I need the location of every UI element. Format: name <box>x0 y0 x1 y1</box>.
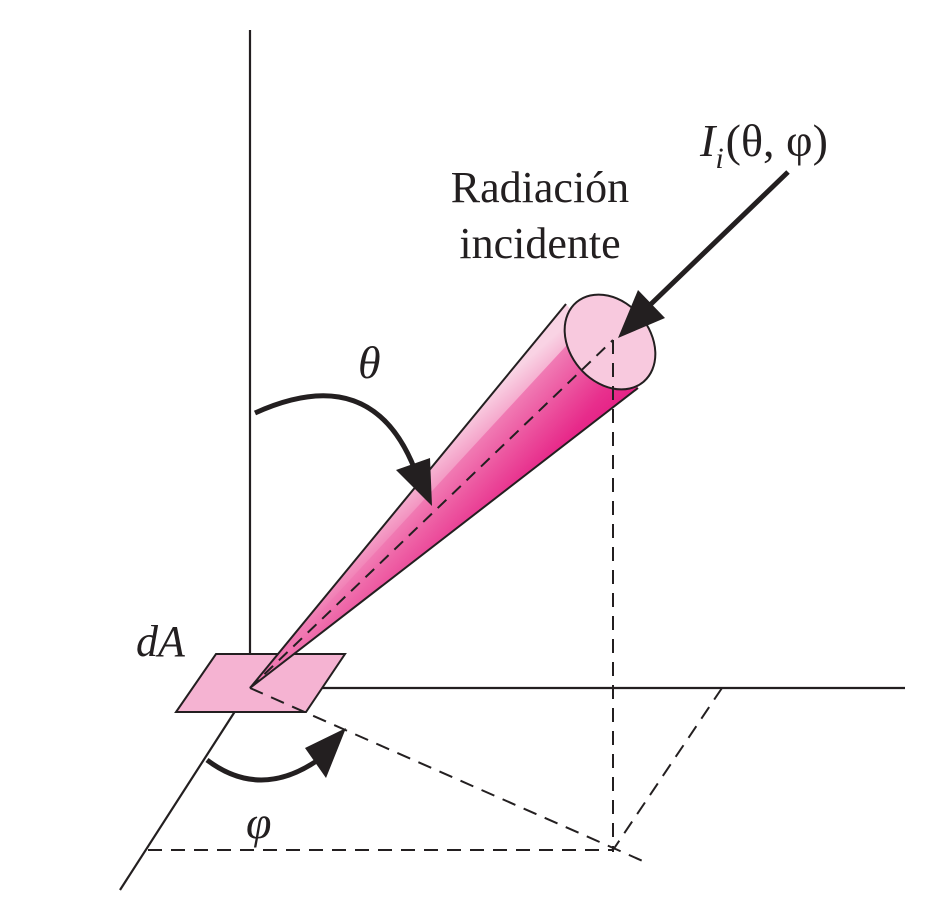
parallel-dashed-right <box>612 687 723 851</box>
theta-arc <box>253 393 418 471</box>
radiation-cone-shade <box>250 320 638 688</box>
phi-label: φ <box>246 797 272 848</box>
phi-arrow-head <box>305 728 346 778</box>
radiation-label: Radiación incidente <box>430 160 650 272</box>
intensity-subscript: i <box>715 142 724 175</box>
radiation-label-line2: incidente <box>459 219 621 268</box>
area-element-patch <box>174 653 347 713</box>
intensity-arrow-head <box>618 290 665 338</box>
cone-center-dashed <box>249 339 614 689</box>
diagonal-axis <box>119 687 251 891</box>
phi-arc <box>205 757 320 783</box>
intensity-symbol: I <box>700 115 716 166</box>
intensity-arrow-shaft <box>648 170 790 307</box>
cone-edge-top <box>249 303 567 689</box>
intensity-label: Ii(θ, φ) <box>700 115 828 174</box>
intensity-arguments: (θ, φ) <box>725 115 828 166</box>
cone-edge-bottom <box>249 387 639 689</box>
theta-label: θ <box>358 337 381 388</box>
horizontal-projection-dashed <box>249 687 646 863</box>
theta-arrow-head <box>396 458 432 506</box>
area-label: dA <box>136 617 185 666</box>
radiation-label-line1: Radiación <box>450 163 630 212</box>
